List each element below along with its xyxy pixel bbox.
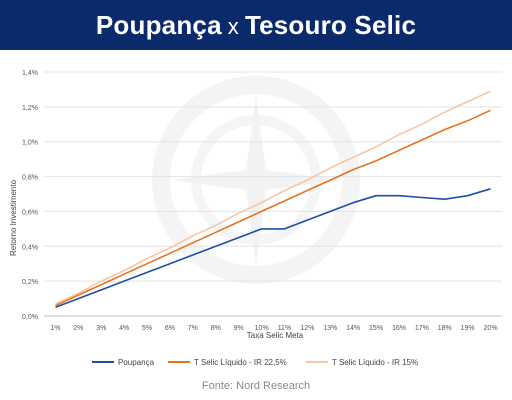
- legend: Poupança T Selic Líquido - IR 22,5% T Seli…: [92, 358, 418, 367]
- x-tick-label: 2%: [73, 325, 83, 332]
- chart-area: 0,0% 0,2% 0,4% 0,6% 0,8% 1,0% 1,2% 1,4% 1% 2% 3% 4…: [0, 50, 512, 400]
- legend-label: Poupança: [118, 358, 155, 367]
- title-left: Poupança: [95, 9, 222, 40]
- page-title: Poupança x Tesouro Selic: [96, 10, 416, 41]
- y-tick-label: 0,6%: [22, 209, 38, 216]
- x-tick-label: 6%: [165, 325, 175, 332]
- y-tick-label: 0,0%: [22, 314, 38, 321]
- y-axis-label: Retorno Investimento: [9, 179, 18, 256]
- grid-layer: [44, 71, 502, 317]
- source-caption: Fonte: Nord Research: [201, 380, 311, 392]
- x-tick-label: 19%: [461, 325, 475, 332]
- x-tick-label: 15%: [369, 325, 383, 332]
- title-right: Tesouro Selic: [244, 9, 417, 40]
- title-separator: x: [227, 13, 239, 39]
- x-tick-label: 12%: [300, 325, 314, 332]
- x-tick-label: 18%: [438, 325, 452, 332]
- y-axis: 0,0% 0,2% 0,4% 0,6% 0,8% 1,0% 1,2% 1,4%: [22, 70, 38, 321]
- y-tick-label: 1,2%: [22, 105, 38, 112]
- x-tick-label: 16%: [392, 325, 406, 332]
- x-tick-label: 17%: [415, 325, 429, 332]
- x-tick-label: 4%: [119, 325, 129, 332]
- x-tick-label: 3%: [96, 325, 106, 332]
- series-line: [55, 109, 491, 307]
- x-axis: 1% 2% 3% 4% 5% 6% 7% 8% 9% 10% 11% 12% 13% 14% 15% 16% 1…: [50, 325, 497, 332]
- y-tick-label: 0,4%: [22, 244, 38, 251]
- y-tick-label: 1,4%: [22, 70, 38, 77]
- x-tick-label: 11%: [278, 325, 292, 332]
- x-tick-label: 7%: [188, 325, 198, 332]
- y-tick-label: 0,2%: [22, 279, 38, 286]
- y-tick-label: 1,0%: [22, 140, 38, 147]
- x-tick-label: 5%: [142, 325, 152, 332]
- header-banner: Poupança x Tesouro Selic: [0, 0, 512, 50]
- watermark-compass-icon: [152, 76, 360, 284]
- line-chart: 0,0% 0,2% 0,4% 0,6% 0,8% 1,0% 1,2% 1,4% 1% 2% 3% 4…: [9, 70, 502, 367]
- x-tick-label: 14%: [346, 325, 360, 332]
- x-tick-label: 8%: [211, 325, 221, 332]
- series-line: [55, 90, 491, 305]
- x-axis-label: Taxa Selic Meta: [247, 331, 304, 340]
- series-line: [55, 188, 491, 309]
- x-tick-label: 20%: [484, 325, 498, 332]
- x-tick-label: 13%: [323, 325, 337, 332]
- legend-label: T Selic Líquido - IR 22,5%: [194, 358, 287, 367]
- legend-label: T Selic Líquido - IR 15%: [332, 358, 418, 367]
- y-tick-label: 0,8%: [22, 175, 38, 182]
- series-layer: [55, 90, 491, 309]
- x-tick-label: 10%: [255, 325, 269, 332]
- x-tick-label: 1%: [50, 325, 60, 332]
- x-tick-label: 9%: [234, 325, 244, 332]
